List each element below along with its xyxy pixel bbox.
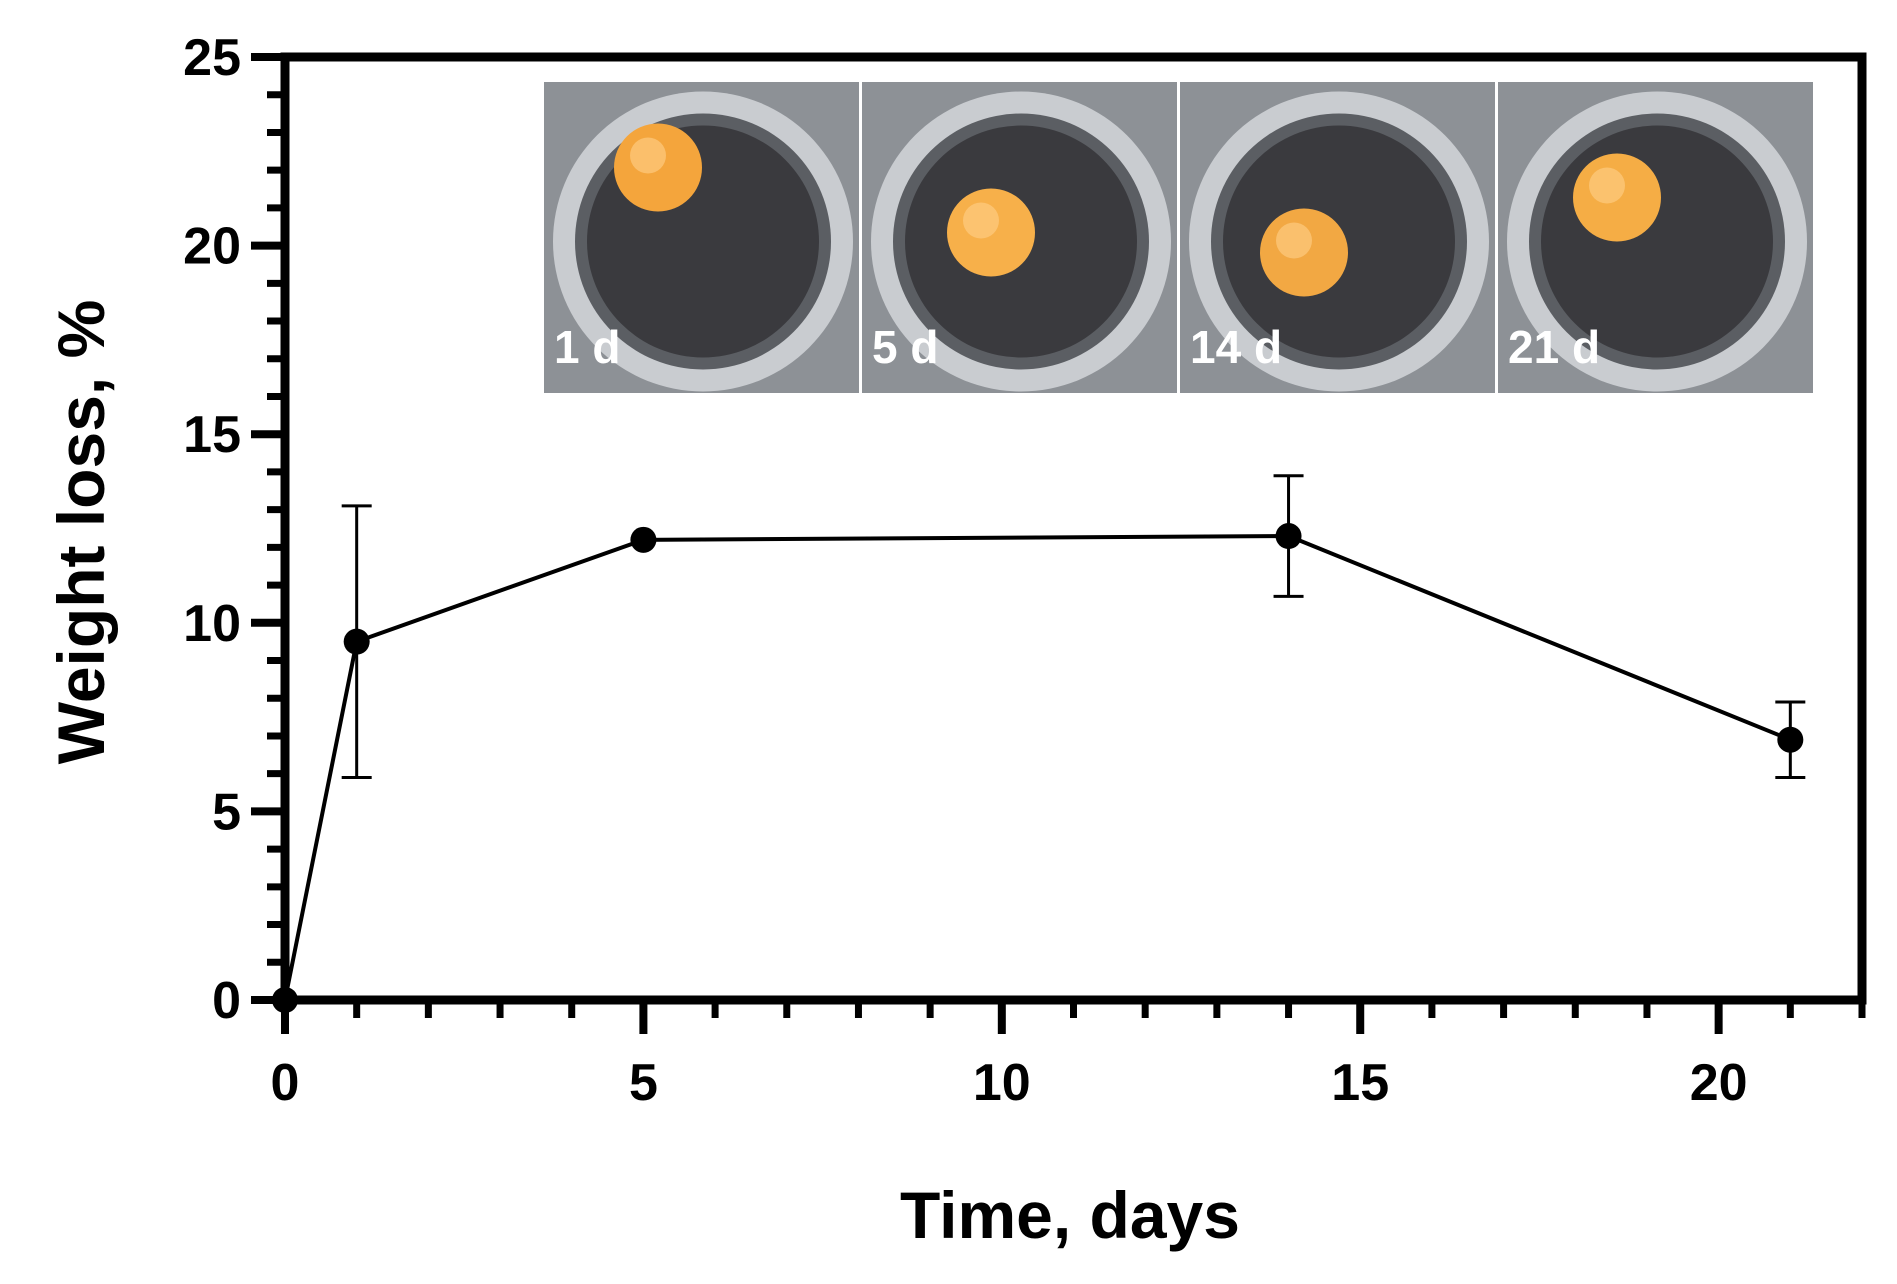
- x-tick-label: 15: [1331, 1054, 1389, 1112]
- inset-photo: 14 d: [1180, 82, 1495, 393]
- disc-highlight: [630, 137, 666, 174]
- inset-photo: 21 d: [1498, 82, 1813, 393]
- photo-day-label: 21 d: [1508, 321, 1600, 373]
- inset-photo-strip: 1 d 5 d 14 d 21 d: [544, 82, 1813, 393]
- axis-labels: Time, days Weight loss, %: [44, 300, 1240, 1252]
- data-point: [630, 526, 657, 553]
- y-tick-label: 10: [183, 595, 241, 653]
- data-series: [272, 474, 1806, 1013]
- disc-highlight: [1589, 167, 1625, 204]
- x-tick-label: 10: [973, 1054, 1031, 1112]
- axes: 0 5 10 15 20 25 0 5 10 15 20: [183, 29, 1867, 1112]
- photo-day-label: 14 d: [1190, 321, 1282, 373]
- photo-day-label: 1 d: [554, 321, 620, 373]
- y-tick-label: 0: [212, 972, 241, 1030]
- disc-highlight: [1276, 222, 1312, 259]
- disc-highlight: [963, 202, 999, 239]
- x-axis-title: Time, days: [900, 1178, 1240, 1252]
- x-tick-label: 5: [629, 1054, 658, 1112]
- data-point: [272, 987, 298, 1013]
- inset-photo: 5 d: [862, 82, 1177, 393]
- x-tick-label: 20: [1690, 1054, 1748, 1112]
- y-tick-label: 5: [212, 783, 241, 841]
- data-point: [1777, 726, 1804, 753]
- y-tick-label: 20: [183, 218, 241, 276]
- data-point: [1275, 523, 1302, 550]
- photo-day-label: 5 d: [872, 321, 938, 373]
- y-tick-label: 15: [183, 406, 241, 464]
- x-tick-label: 0: [271, 1054, 300, 1112]
- y-tick-label: 25: [183, 29, 241, 87]
- data-point: [343, 628, 370, 655]
- inset-photo: 1 d: [544, 82, 859, 393]
- y-axis-title: Weight loss, %: [44, 300, 118, 765]
